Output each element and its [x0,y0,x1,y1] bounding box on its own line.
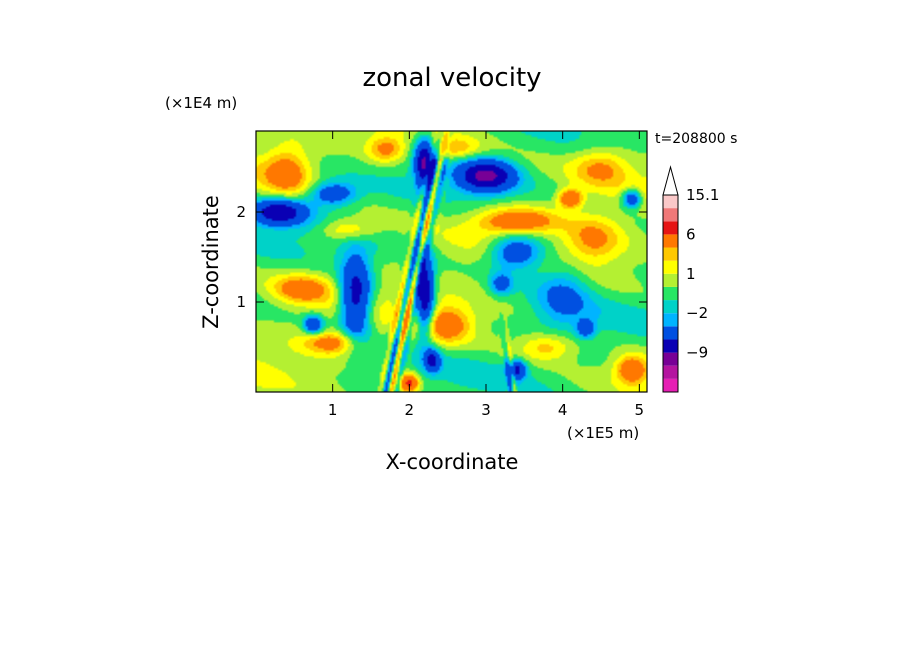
colorbar-swatch [663,313,678,327]
colorbar-swatch [663,378,678,392]
y-tick-label: 1 [236,293,246,311]
x-tick-label: 2 [405,401,415,419]
colorbar-label: 15.1 [686,186,719,204]
chart-title: zonal velocity [362,63,541,93]
colorbar-extend-arrow [662,165,679,196]
colorbar-swatch [663,234,678,248]
y-tick-label: 2 [236,203,246,221]
colorbar-label: 1 [686,265,696,283]
colorbar-frame [662,194,679,393]
colorbar-swatch [663,273,678,287]
y-axis-label: Z-coordinate [199,195,223,329]
x-tick-label: 1 [328,401,338,419]
colorbar-swatch [663,260,678,274]
colorbar-swatch [663,247,678,261]
heatmap-plot [255,130,648,393]
colorbar-swatch [663,208,678,222]
y-axis-ticks: 12 [236,203,647,311]
colorbar-swatch [663,326,678,340]
colorbar-swatch [663,352,678,366]
colorbar-swatch [663,300,678,314]
colorbar-swatch [663,221,678,235]
x-axis-label: X-coordinate [386,450,519,474]
colorbar-swatch [663,286,678,301]
x-tick-label: 3 [481,401,491,419]
colorbar-swatch [663,365,678,379]
velocity-field-image [256,131,647,392]
x-tick-label: 5 [635,401,645,419]
x-axis-ticks: 1 2 3 4 5 [328,131,644,419]
colorbar-label: −9 [686,344,708,362]
colorbar-swatch [663,339,678,353]
colorbar-label: −2 [686,304,708,322]
colorbar-label: 6 [686,225,696,243]
y-unit-label: (×1E4 m) [165,94,237,112]
colorbar-swatch [663,195,678,209]
time-label: t=208800 s [655,131,737,147]
x-unit-label: (×1E5 m) [567,424,639,442]
plot-frame [255,130,648,393]
x-tick-label: 4 [558,401,568,419]
colorbar: 15.1 6 1 −2 −9 [662,165,719,393]
